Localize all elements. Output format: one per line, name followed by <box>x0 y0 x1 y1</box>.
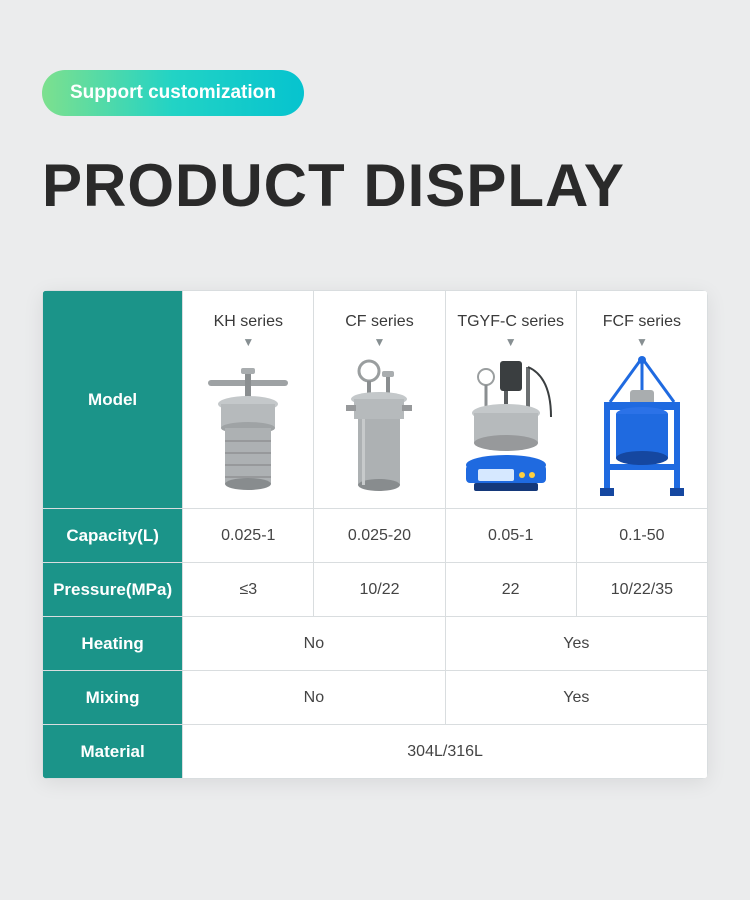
row-header-material: Material <box>43 725 183 779</box>
support-badge: Support customization <box>42 70 304 116</box>
table-row-heating: Heating No Yes <box>43 617 708 671</box>
product-image-fcf <box>577 357 707 497</box>
series-cell: CF series ▼ <box>314 291 445 509</box>
chevron-down-icon: ▼ <box>446 335 576 349</box>
row-header-pressure: Pressure(MPa) <box>43 563 183 617</box>
series-name: FCF series <box>577 313 707 331</box>
cell-value: 10/22 <box>314 563 445 617</box>
product-table-card: Model KH series ▼ <box>42 290 708 779</box>
cell-value: 0.1-50 <box>576 509 707 563</box>
table-row-mixing: Mixing No Yes <box>43 671 708 725</box>
cell-value: 0.025-1 <box>183 509 314 563</box>
product-image-tgyf <box>446 357 576 497</box>
product-image-kh <box>183 357 313 497</box>
series-name: CF series <box>314 313 444 331</box>
cell-value: 0.05-1 <box>445 509 576 563</box>
row-header-capacity: Capacity(L) <box>43 509 183 563</box>
cell-value: 0.025-20 <box>314 509 445 563</box>
chevron-down-icon: ▼ <box>577 335 707 349</box>
cell-value: Yes <box>445 671 707 725</box>
cell-value: No <box>183 617 445 671</box>
product-image-cf <box>314 357 444 497</box>
chevron-down-icon: ▼ <box>183 335 313 349</box>
cell-value: 10/22/35 <box>576 563 707 617</box>
table-row-material: Material 304L/316L <box>43 725 708 779</box>
series-cell: KH series ▼ <box>183 291 314 509</box>
series-cell: FCF series ▼ <box>576 291 707 509</box>
row-header-model: Model <box>43 291 183 509</box>
cell-value: No <box>183 671 445 725</box>
series-cell: TGYF-C series ▼ <box>445 291 576 509</box>
series-name: KH series <box>183 313 313 331</box>
table-row-model: Model KH series ▼ <box>43 291 708 509</box>
product-table: Model KH series ▼ <box>42 290 708 779</box>
cell-value: ≤3 <box>183 563 314 617</box>
table-row-pressure: Pressure(MPa) ≤3 10/22 22 10/22/35 <box>43 563 708 617</box>
page-title: PRODUCT DISPLAY <box>42 151 708 220</box>
cell-value: 304L/316L <box>183 725 708 779</box>
row-header-mixing: Mixing <box>43 671 183 725</box>
row-header-heating: Heating <box>43 617 183 671</box>
cell-value: 22 <box>445 563 576 617</box>
cell-value: Yes <box>445 617 707 671</box>
chevron-down-icon: ▼ <box>314 335 444 349</box>
series-name: TGYF-C series <box>446 313 576 331</box>
table-row-capacity: Capacity(L) 0.025-1 0.025-20 0.05-1 0.1-… <box>43 509 708 563</box>
